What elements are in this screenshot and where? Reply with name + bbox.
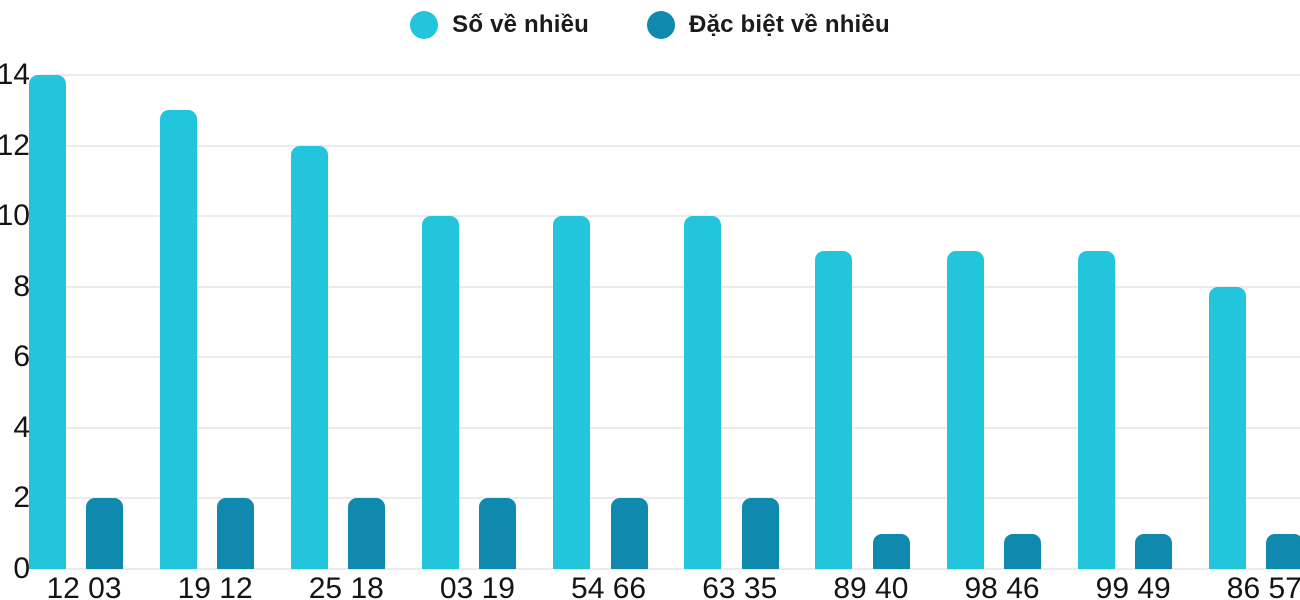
bar-series1-98-46[interactable] xyxy=(946,251,984,569)
bar-series2-25-18[interactable] xyxy=(348,498,386,569)
y-axis-label-2: 2 xyxy=(13,481,30,515)
legend-circle-icon xyxy=(647,11,676,39)
bar-series1-63-35[interactable] xyxy=(684,216,722,569)
bar-series1-99-49[interactable] xyxy=(1077,251,1115,569)
x-axis-label-63-35: 63 35 xyxy=(702,572,778,600)
y-axis-label-14: 14 xyxy=(0,58,30,91)
x-axis-label-99-49: 99 49 xyxy=(1095,572,1171,600)
bar-series2-99-49[interactable] xyxy=(1135,533,1173,569)
bar-series2-54-66[interactable] xyxy=(610,498,648,569)
gridline-y-2 xyxy=(40,497,1300,500)
bar-series2-19-12[interactable] xyxy=(217,498,255,569)
bar-series1-03-19[interactable] xyxy=(421,216,459,569)
x-axis-label-03-19: 03 19 xyxy=(439,572,515,600)
y-axis-label-4: 4 xyxy=(13,410,30,444)
x-axis-label-12-03: 12 03 xyxy=(46,572,122,600)
x-axis-label-54-66: 54 66 xyxy=(571,572,647,600)
legend-item-so-ve-nhieu[interactable]: Số về nhiều xyxy=(410,11,589,39)
bar-series2-12-03[interactable] xyxy=(86,498,123,569)
gridline-y-12 xyxy=(40,144,1300,147)
legend-label-so-ve-nhieu: Số về nhiều xyxy=(452,11,590,38)
bar-series1-86-57[interactable] xyxy=(1208,286,1246,569)
x-axis-label-25-18: 25 18 xyxy=(308,572,384,600)
bar-series2-89-40[interactable] xyxy=(872,533,910,569)
legend-item-dac-biet-ve-nhieu[interactable]: Đặc biệt về nhiều xyxy=(647,11,890,39)
x-axis-label-98-46: 98 46 xyxy=(964,572,1040,600)
y-axis-label-0: 0 xyxy=(13,552,30,585)
x-axis-label-86-57: 86 57 xyxy=(1226,572,1300,600)
chart-legend: Số về nhiều Đặc biệt về nhiều xyxy=(0,11,1300,39)
gridline-y-0 xyxy=(40,568,1300,570)
gridline-y-14 xyxy=(40,74,1300,76)
x-axis-label-89-40: 89 40 xyxy=(833,572,909,600)
bar-series1-19-12[interactable] xyxy=(159,110,197,569)
y-axis-label-6: 6 xyxy=(13,340,30,374)
bar-series1-54-66[interactable] xyxy=(553,216,591,569)
legend-label-dac-biet-ve-nhieu: Đặc biệt về nhiều xyxy=(689,11,890,38)
bar-series1-12-03[interactable] xyxy=(28,75,66,569)
gridline-y-4 xyxy=(40,426,1300,429)
bar-series1-25-18[interactable] xyxy=(290,145,328,569)
gridline-y-6 xyxy=(40,356,1300,359)
bar-series2-63-35[interactable] xyxy=(741,498,779,569)
y-axis-label-8: 8 xyxy=(13,269,30,303)
bar-series2-03-19[interactable] xyxy=(479,498,517,569)
bar-series1-89-40[interactable] xyxy=(815,251,853,569)
x-axis-label-19-12: 19 12 xyxy=(177,572,253,600)
bar-series2-86-57[interactable] xyxy=(1266,533,1300,569)
y-axis-label-10: 10 xyxy=(0,199,30,233)
y-axis-label-12: 12 xyxy=(0,128,30,162)
gridline-y-8 xyxy=(40,285,1300,288)
gridline-y-10 xyxy=(40,215,1300,218)
legend-circle-icon xyxy=(410,11,439,39)
bar-series2-98-46[interactable] xyxy=(1004,533,1042,569)
